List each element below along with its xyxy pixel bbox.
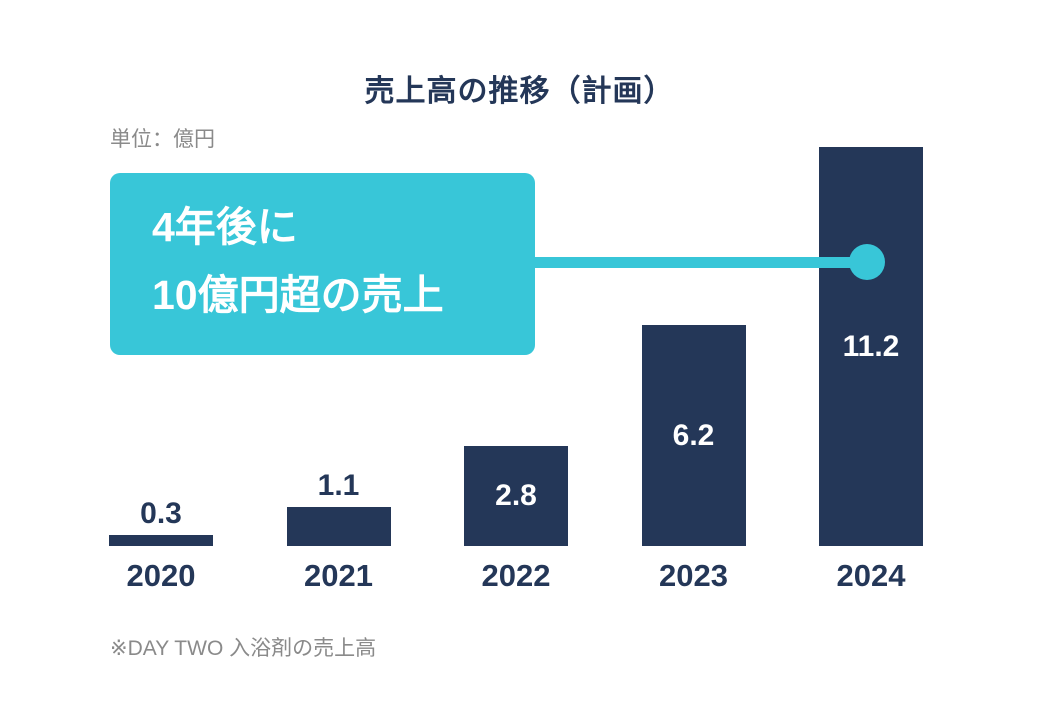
bar-group-2021: 1.1 — [286, 469, 391, 546]
x-axis-labels: 2020 2021 2022 2023 2024 — [109, 560, 923, 591]
x-axis-label-2023: 2023 — [659, 558, 728, 593]
bar-2020 — [109, 535, 213, 546]
bar-2023: 6.2 — [641, 325, 746, 546]
x-axis-label-2020: 2020 — [126, 558, 196, 593]
bar-value-label-2020: 0.3 — [140, 497, 182, 530]
bar-value-label-2022: 2.8 — [495, 479, 537, 512]
bar-2022: 2.8 — [464, 446, 568, 546]
unit-label: 単位：億円 — [110, 128, 215, 151]
bar-value-label-2024: 11.2 — [842, 329, 900, 363]
chart-title: 売上高の推移（計画） — [364, 75, 675, 108]
bar-group-2020: 0.3 — [109, 499, 213, 546]
bar-group-2022: 2.8 — [464, 446, 568, 546]
x-axis-label-2021: 2021 — [304, 558, 373, 593]
bar-group-2023: 6.2 — [641, 325, 746, 546]
x-axis-label-2022: 2022 — [481, 558, 551, 593]
bars-area: 0.3 1.1 2.8 6.2 11.2 — [109, 147, 923, 546]
bar-value-label-2023: 6.2 — [672, 418, 715, 452]
x-axis-label-2024: 2024 — [836, 558, 906, 593]
bar-2024: 11.2 — [819, 147, 923, 546]
callout-box: 4年後に 10億円超の売上 — [110, 173, 535, 355]
callout-text-line1: 4年後に — [152, 204, 298, 250]
callout-connector-dot-icon — [849, 244, 885, 280]
bar-group-2024: 11.2 — [819, 147, 923, 546]
footnote: ※DAY TWO 入浴剤の売上高 — [110, 637, 377, 660]
bar-value-label-2021: 1.1 — [317, 469, 360, 502]
callout-text-line2: 10億円超の売上 — [152, 271, 444, 318]
callout-connector-line — [535, 257, 867, 268]
bar-2021 — [286, 507, 391, 546]
